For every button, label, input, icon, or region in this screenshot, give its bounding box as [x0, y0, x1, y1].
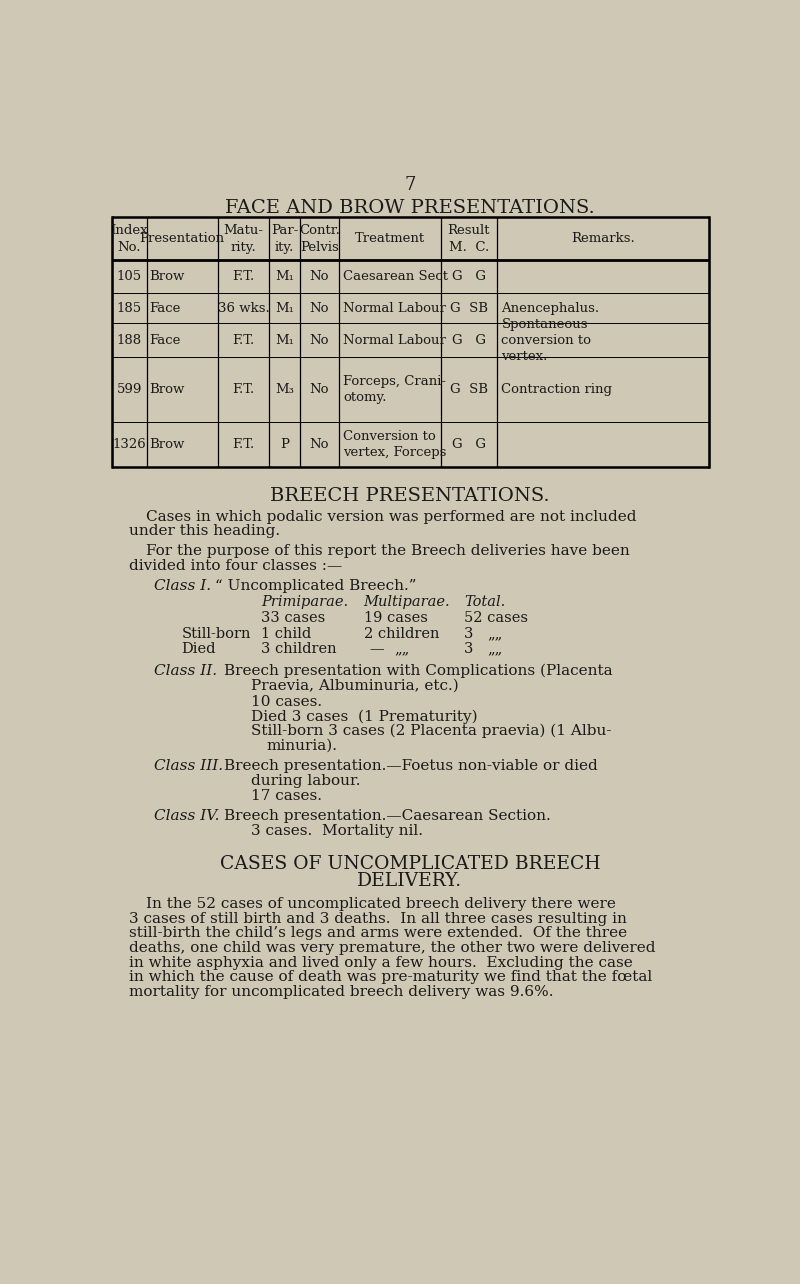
Text: „„: „„ — [487, 642, 502, 656]
Text: Face: Face — [150, 302, 181, 315]
Text: still-birth the child’s legs and arms were extended.  Of the three: still-birth the child’s legs and arms we… — [130, 926, 627, 940]
Text: Normal Labour: Normal Labour — [343, 302, 446, 315]
Text: —: — — [370, 642, 384, 656]
Text: divided into four classes :—: divided into four classes :— — [130, 559, 342, 573]
Text: 1326: 1326 — [113, 438, 146, 451]
Text: 17 cases.: 17 cases. — [251, 788, 322, 802]
Text: Cases in which podalic version was performed are not included: Cases in which podalic version was perfo… — [146, 510, 637, 524]
Text: Matu-
rity.: Matu- rity. — [223, 223, 263, 254]
Text: Contr.
Pelvis: Contr. Pelvis — [299, 223, 340, 254]
Text: mortality for uncomplicated breech delivery was 9.6%.: mortality for uncomplicated breech deliv… — [130, 985, 554, 999]
Text: 10 cases.: 10 cases. — [251, 695, 322, 709]
Text: deaths, one child was very premature, the other two were delivered: deaths, one child was very premature, th… — [130, 941, 656, 955]
Text: 19 cases: 19 cases — [363, 611, 427, 625]
Text: Brow: Brow — [150, 270, 185, 282]
Text: No: No — [310, 383, 329, 397]
Text: Presentation: Presentation — [139, 232, 225, 245]
Text: Normal Labour: Normal Labour — [343, 334, 446, 347]
Text: CASES OF UNCOMPLICATED BREECH: CASES OF UNCOMPLICATED BREECH — [220, 855, 600, 873]
Text: Face: Face — [150, 334, 181, 347]
Text: No: No — [310, 302, 329, 315]
Text: F.T.: F.T. — [232, 270, 254, 282]
Text: G   G: G G — [452, 334, 486, 347]
Text: Class III.: Class III. — [154, 759, 223, 773]
Text: Breech presentation.—Foetus non-viable or died: Breech presentation.—Foetus non-viable o… — [224, 759, 598, 773]
Text: BREECH PRESENTATIONS.: BREECH PRESENTATIONS. — [270, 487, 550, 505]
Text: 1 child: 1 child — [262, 627, 311, 641]
Text: in white asphyxia and lived only a few hours.  Excluding the case: in white asphyxia and lived only a few h… — [130, 955, 634, 969]
Text: In the 52 cases of uncomplicated breech delivery there were: In the 52 cases of uncomplicated breech … — [146, 898, 616, 912]
Text: 33 cases: 33 cases — [262, 611, 326, 625]
Text: during labour.: during labour. — [251, 774, 361, 788]
Text: Result
M.  C.: Result M. C. — [448, 223, 490, 254]
Text: Died 3 cases  (1 Prematurity): Died 3 cases (1 Prematurity) — [251, 709, 478, 724]
Text: Par-
ity.: Par- ity. — [270, 223, 298, 254]
Text: F.T.: F.T. — [232, 383, 254, 397]
Text: “ Uncomplicated Breech.”: “ Uncomplicated Breech.” — [214, 579, 416, 593]
Text: Praevia, Albuminuria, etc.): Praevia, Albuminuria, etc.) — [251, 678, 459, 692]
Text: M₁: M₁ — [275, 270, 294, 282]
Text: Brow: Brow — [150, 383, 185, 397]
Text: Class IV.: Class IV. — [154, 809, 220, 823]
Text: Brow: Brow — [150, 438, 185, 451]
Text: 3 cases of still birth and 3 deaths.  In all three cases resulting in: 3 cases of still birth and 3 deaths. In … — [130, 912, 627, 926]
Text: Still-born 3 cases (2 Placenta praevia) (1 Albu-: Still-born 3 cases (2 Placenta praevia) … — [251, 724, 612, 738]
Text: minuria).: minuria). — [266, 738, 338, 752]
Text: 188: 188 — [117, 334, 142, 347]
Text: „„: „„ — [394, 642, 410, 656]
Text: Multiparae.: Multiparae. — [363, 596, 450, 610]
Text: 52 cases: 52 cases — [464, 611, 528, 625]
Text: Index
No.: Index No. — [110, 223, 148, 254]
Text: F.T.: F.T. — [232, 334, 254, 347]
Text: 3 cases.  Mortality nil.: 3 cases. Mortality nil. — [251, 824, 423, 838]
Text: G   G: G G — [452, 438, 486, 451]
Text: Anencephalus.: Anencephalus. — [502, 302, 599, 315]
Text: M₁: M₁ — [275, 302, 294, 315]
Text: No: No — [310, 270, 329, 282]
Text: G   G: G G — [452, 270, 486, 282]
Text: For the purpose of this report the Breech deliveries have been: For the purpose of this report the Breec… — [146, 544, 630, 559]
Text: No: No — [310, 438, 329, 451]
Text: Contraction ring: Contraction ring — [502, 383, 613, 397]
Text: 3: 3 — [464, 627, 474, 641]
Text: 599: 599 — [117, 383, 142, 397]
Text: 3: 3 — [464, 642, 474, 656]
Text: Conversion to
vertex, Forceps: Conversion to vertex, Forceps — [343, 430, 446, 458]
Text: G  SB: G SB — [450, 383, 488, 397]
Text: 2 children: 2 children — [363, 627, 439, 641]
Text: Remarks.: Remarks. — [571, 232, 635, 245]
Text: Spontaneous
conversion to
vertex.: Spontaneous conversion to vertex. — [502, 318, 591, 363]
Text: 185: 185 — [117, 302, 142, 315]
Text: Total.: Total. — [464, 596, 506, 610]
Text: Breech presentation.—Caesarean Section.: Breech presentation.—Caesarean Section. — [224, 809, 550, 823]
Text: Primiparae.: Primiparae. — [262, 596, 348, 610]
Text: Caesarean Sect: Caesarean Sect — [343, 270, 448, 282]
Text: „„: „„ — [487, 627, 502, 641]
Text: No: No — [310, 334, 329, 347]
Text: under this heading.: under this heading. — [130, 524, 281, 538]
Text: 3 children: 3 children — [262, 642, 337, 656]
Text: P: P — [280, 438, 289, 451]
Text: M₃: M₃ — [275, 383, 294, 397]
Text: G  SB: G SB — [450, 302, 488, 315]
Text: F.T.: F.T. — [232, 438, 254, 451]
Text: M₁: M₁ — [275, 334, 294, 347]
Text: FACE AND BROW PRESENTATIONS.: FACE AND BROW PRESENTATIONS. — [225, 199, 595, 217]
Text: Class I.: Class I. — [154, 579, 211, 593]
Text: Class II.: Class II. — [154, 664, 218, 678]
Text: 7: 7 — [404, 176, 416, 194]
Text: in which the cause of death was pre-maturity we find that the fœtal: in which the cause of death was pre-matu… — [130, 971, 653, 985]
Text: Still-born: Still-born — [182, 627, 251, 641]
Text: DELIVERY.: DELIVERY. — [358, 873, 462, 891]
Text: Forceps, Crani-
otomy.: Forceps, Crani- otomy. — [343, 375, 446, 404]
Text: 36 wks.: 36 wks. — [218, 302, 270, 315]
Text: Treatment: Treatment — [354, 232, 425, 245]
Text: Died: Died — [182, 642, 216, 656]
Text: Breech presentation with Complications (Placenta: Breech presentation with Complications (… — [224, 664, 613, 678]
Text: 105: 105 — [117, 270, 142, 282]
